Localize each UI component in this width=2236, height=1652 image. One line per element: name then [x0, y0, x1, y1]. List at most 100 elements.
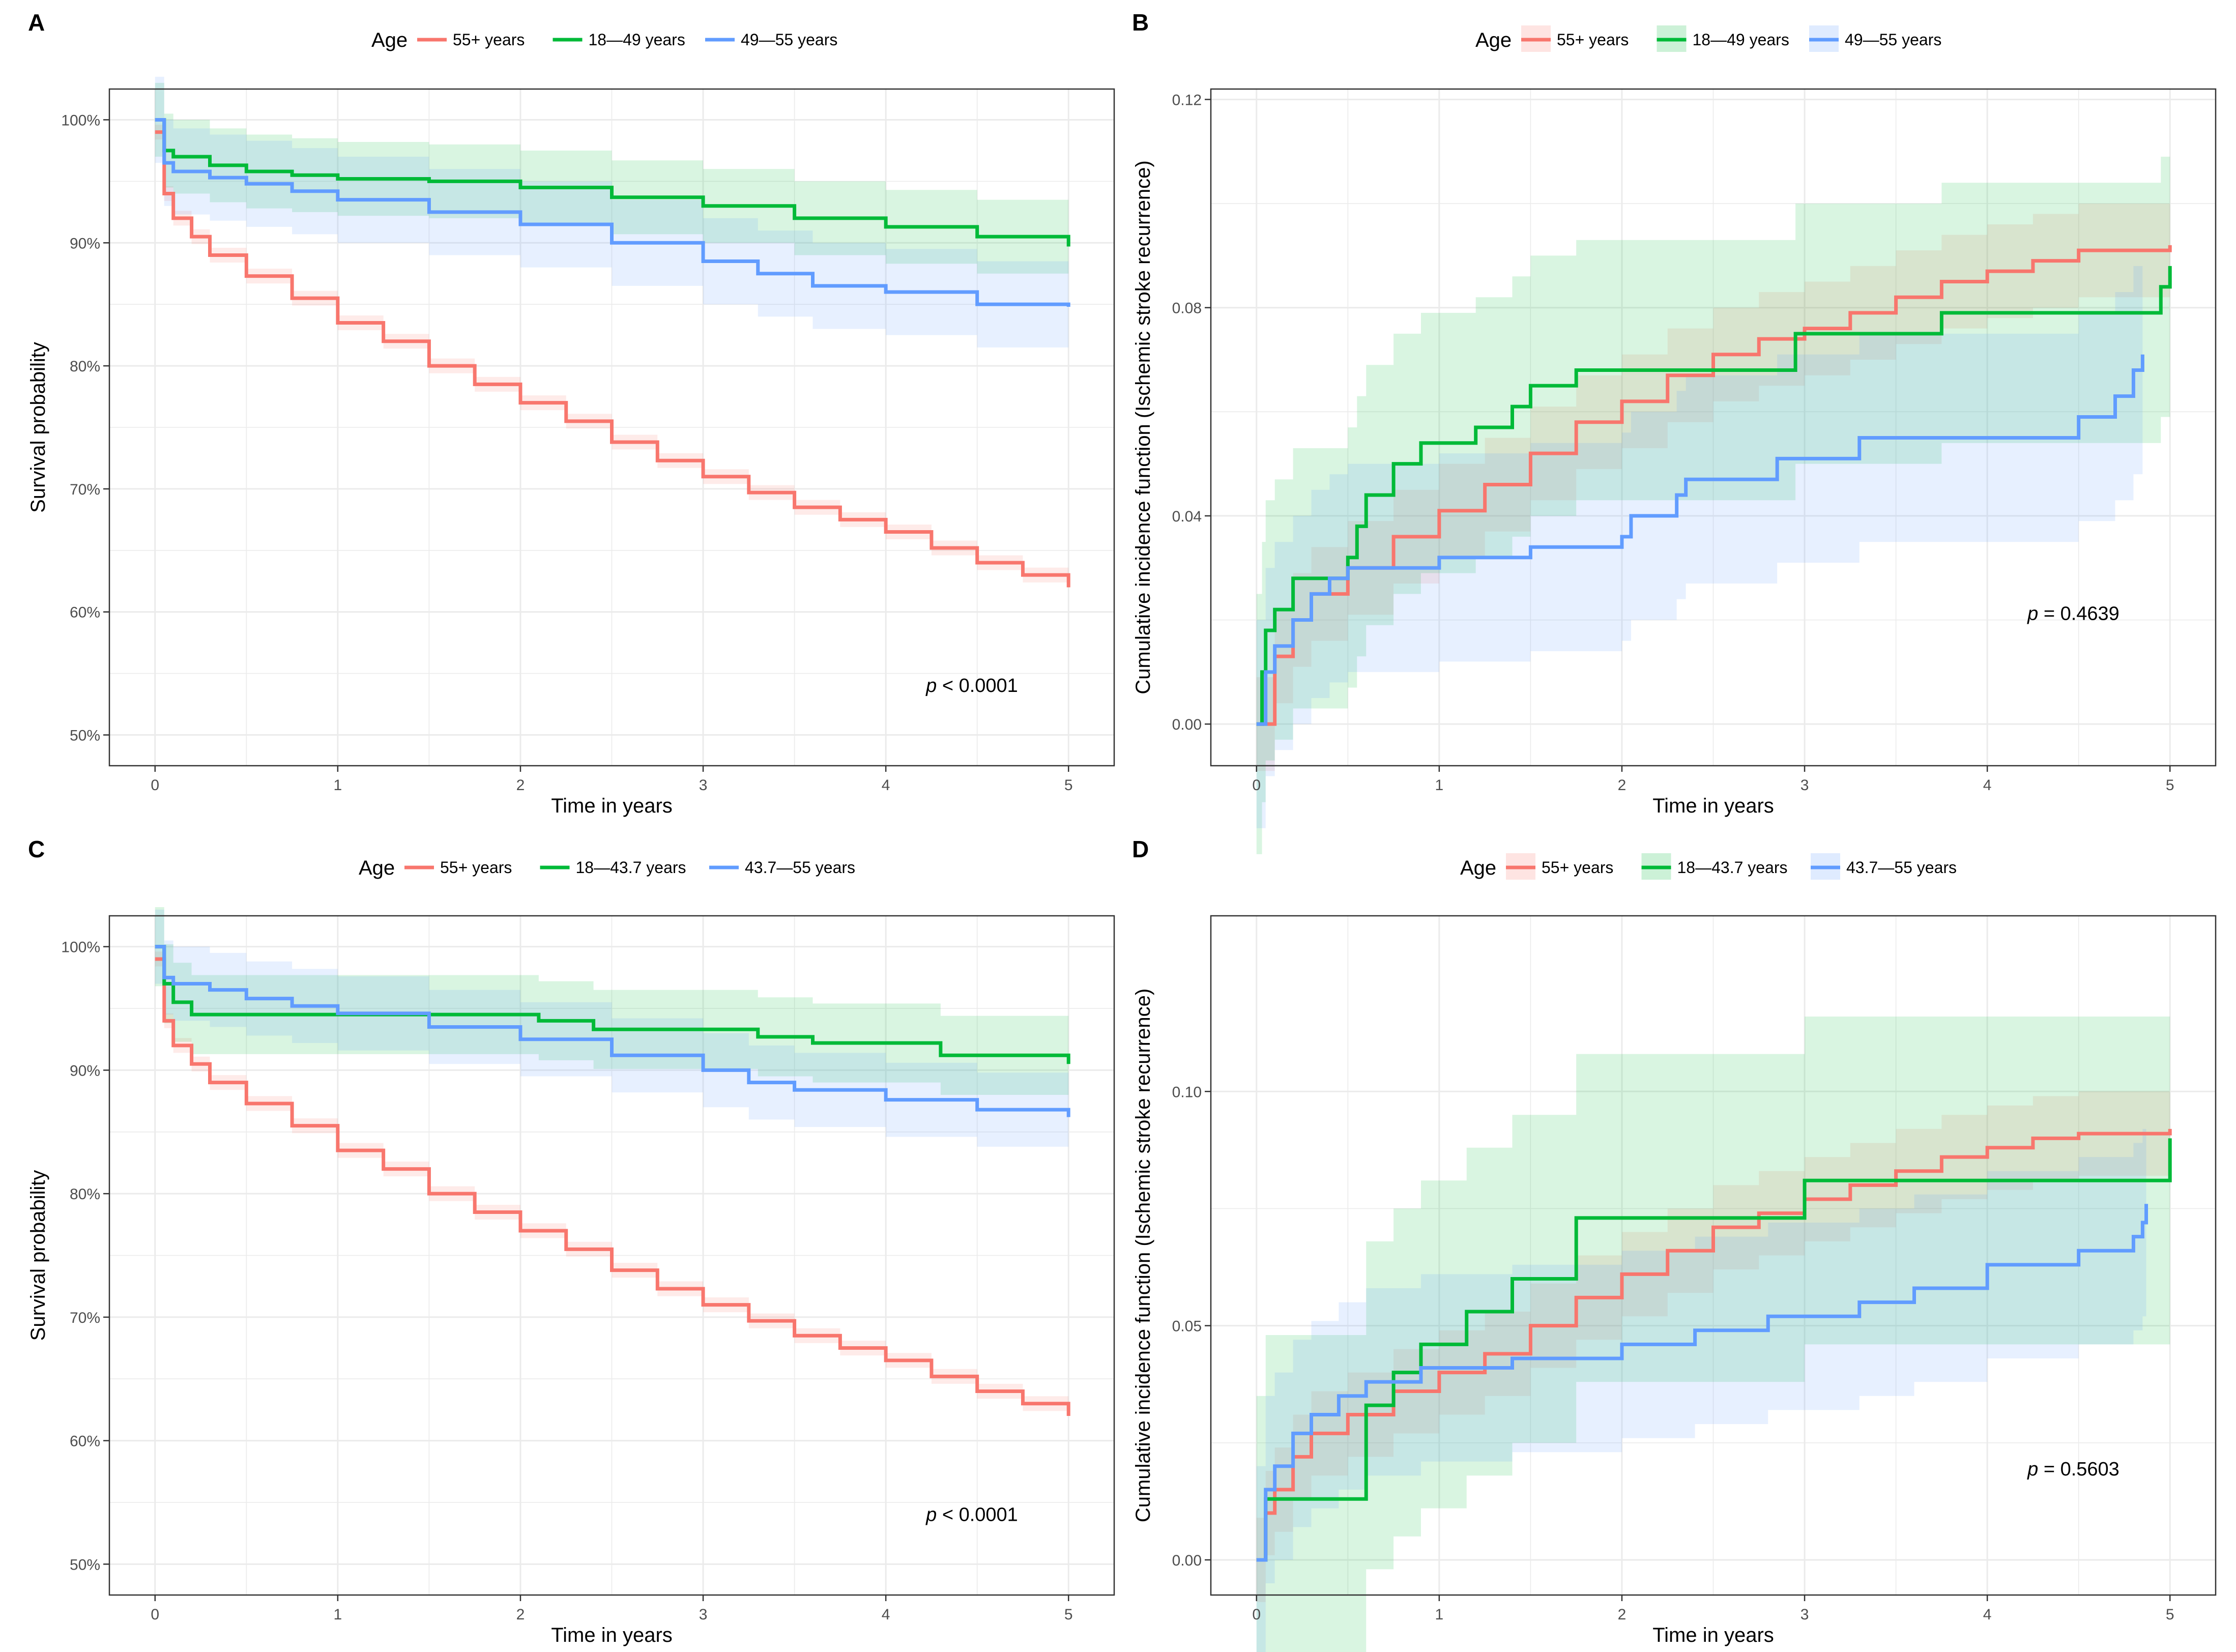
legend-label: 55+ years: [440, 858, 512, 877]
series-line-3: [1256, 354, 2144, 726]
series-lines: [155, 118, 1070, 588]
series-line-3: [155, 945, 1070, 1117]
legend-label: 43.7—55 years: [1846, 858, 1957, 877]
panel-letter: C: [28, 836, 45, 862]
y-axis-title: Survival probability: [27, 342, 49, 513]
panel-letter: A: [28, 9, 45, 36]
panel-a: A Age 55+ years 18—49 years 49—55 years 0 1 2 3 4…: [27, 9, 1115, 817]
legend-label: 55+ years: [1542, 858, 1613, 877]
x-axis: 0 1 2 3 4 5 Time in years: [151, 1595, 1073, 1646]
x-tick-label: 2: [1618, 1606, 1627, 1623]
y-tick-label: 90%: [70, 235, 100, 252]
y-axis: 50% 60% 70% 80% 90% 100% Survival probability: [27, 112, 109, 744]
p-value-symbol: p: [925, 675, 937, 697]
y-tick-label: 60%: [70, 604, 100, 621]
x-tick-label: 3: [699, 777, 708, 794]
y-axis: 0.00 0.04 0.08 0.12 Cumulative incidence fun…: [1132, 92, 1211, 733]
x-axis: 0 1 2 3 4 5 Time in years: [1252, 766, 2174, 817]
ci-band-1: [1256, 198, 2170, 771]
gridlines: [1211, 916, 2216, 1595]
y-tick-label: 100%: [61, 112, 100, 129]
y-axis-title: Cumulative incidence function (Ischemic …: [1132, 989, 1154, 1522]
ci-band-2: [155, 82, 1069, 284]
series-lines: [1256, 245, 2172, 726]
x-tick-label: 3: [1801, 777, 1809, 794]
y-tick-label: 70%: [70, 1310, 100, 1326]
y-tick-label: 80%: [70, 358, 100, 375]
p-value-text: < 0.0001: [937, 675, 1018, 697]
y-tick-label: 50%: [70, 728, 100, 744]
panel-c: C Age 55+ years 18—43.7 years 43.7—55 years 0…: [27, 836, 1115, 1646]
p-value-text: = 0.4639: [2038, 603, 2119, 625]
series-line-3: [155, 118, 1070, 307]
y-tick-label: 80%: [70, 1186, 100, 1203]
x-tick-label: 5: [1064, 777, 1073, 794]
legend-label: 18—49 years: [1693, 31, 1789, 49]
series-line-3: [1256, 1204, 2148, 1562]
ci-band-2: [1256, 974, 2170, 1652]
y-tick-label: 70%: [70, 481, 100, 498]
legend-title: Age: [371, 29, 408, 51]
p-value-symbol: p: [2027, 603, 2038, 625]
ci-band-3: [1256, 250, 2143, 828]
p-value-symbol: p: [2027, 1459, 2038, 1480]
x-tick-label: 4: [1983, 777, 1992, 794]
p-value-text: < 0.0001: [937, 1504, 1018, 1525]
x-axis: 0 1 2 3 4 5 Time in years: [151, 766, 1073, 817]
x-tick-label: 4: [882, 1606, 890, 1623]
x-tick-label: 5: [2166, 1606, 2174, 1623]
legend-title: Age: [1475, 29, 1512, 51]
legend-title: Age: [359, 857, 395, 879]
y-tick-label: 0.05: [1172, 1318, 1202, 1335]
y-axis-title: Cumulative incidence function (Ischemic …: [1132, 160, 1154, 694]
legend: Age 55+ years 18—49 years 49—55 years: [1475, 25, 1941, 52]
legend-label: 55+ years: [1557, 31, 1629, 49]
y-axis: 0.00 0.05 0.10 Cumulative incidence functio…: [1132, 989, 1211, 1569]
x-tick-label: 2: [516, 1606, 525, 1623]
x-tick-label: 5: [2166, 777, 2174, 794]
gridlines: [109, 89, 1114, 766]
plot-border: [1210, 88, 2217, 767]
series-line-2: [1256, 1138, 2172, 1562]
x-axis: 0 1 2 3 4 5 Time in years: [1252, 1595, 2174, 1646]
y-tick-label: 0.04: [1172, 508, 1202, 525]
x-axis-title: Time in years: [1652, 795, 1774, 817]
ci-band-2: [155, 907, 1069, 1104]
x-tick-label: 1: [334, 1606, 342, 1623]
panel-letter: D: [1132, 836, 1149, 862]
series-line-1: [1256, 245, 2172, 726]
panel-b: B Age 55+ years 18—49 years 49—55 years 0 1 2 3 4…: [1132, 9, 2217, 854]
p-value-text: = 0.5603: [2038, 1459, 2119, 1480]
y-tick-label: 90%: [70, 1062, 100, 1079]
y-tick-label: 60%: [70, 1433, 100, 1450]
legend-label: 43.7—55 years: [745, 858, 855, 877]
legend-label: 49—55 years: [1845, 31, 1941, 49]
p-value-annotation: p < 0.0001: [925, 1504, 1018, 1525]
y-tick-label: 0.00: [1172, 716, 1202, 733]
ci-band-3: [1256, 1110, 2146, 1652]
plot-border: [1210, 915, 2217, 1596]
legend: Age 55+ years 18—43.7 years 43.7—55 years: [1460, 853, 1957, 880]
y-tick-label: 0.12: [1172, 92, 1202, 108]
legend-label: 18—43.7 years: [576, 858, 686, 877]
ci-ribbons: [155, 907, 1069, 1424]
y-axis: 50% 60% 70% 80% 90% 100% Survival probability: [27, 939, 109, 1573]
y-tick-label: 0.10: [1172, 1084, 1202, 1100]
x-tick-label: 0: [151, 1606, 159, 1623]
x-axis-title: Time in years: [551, 795, 673, 817]
x-axis-title: Time in years: [1652, 1624, 1774, 1646]
x-tick-label: 0: [1252, 1606, 1261, 1623]
ci-band-3: [155, 76, 1069, 350]
x-tick-label: 5: [1064, 1606, 1073, 1623]
legend-label: 18—43.7 years: [1677, 858, 1788, 877]
series-line-2: [1256, 266, 2172, 726]
x-tick-label: 2: [516, 777, 525, 794]
x-tick-label: 2: [1618, 777, 1627, 794]
series-lines: [155, 945, 1070, 1416]
plot-border: [108, 915, 1115, 1596]
series-line-1: [155, 957, 1070, 1416]
y-tick-label: 100%: [61, 939, 100, 956]
x-tick-label: 3: [1801, 1606, 1809, 1623]
series-line-2: [155, 118, 1070, 247]
ci-band-3: [155, 909, 1069, 1154]
